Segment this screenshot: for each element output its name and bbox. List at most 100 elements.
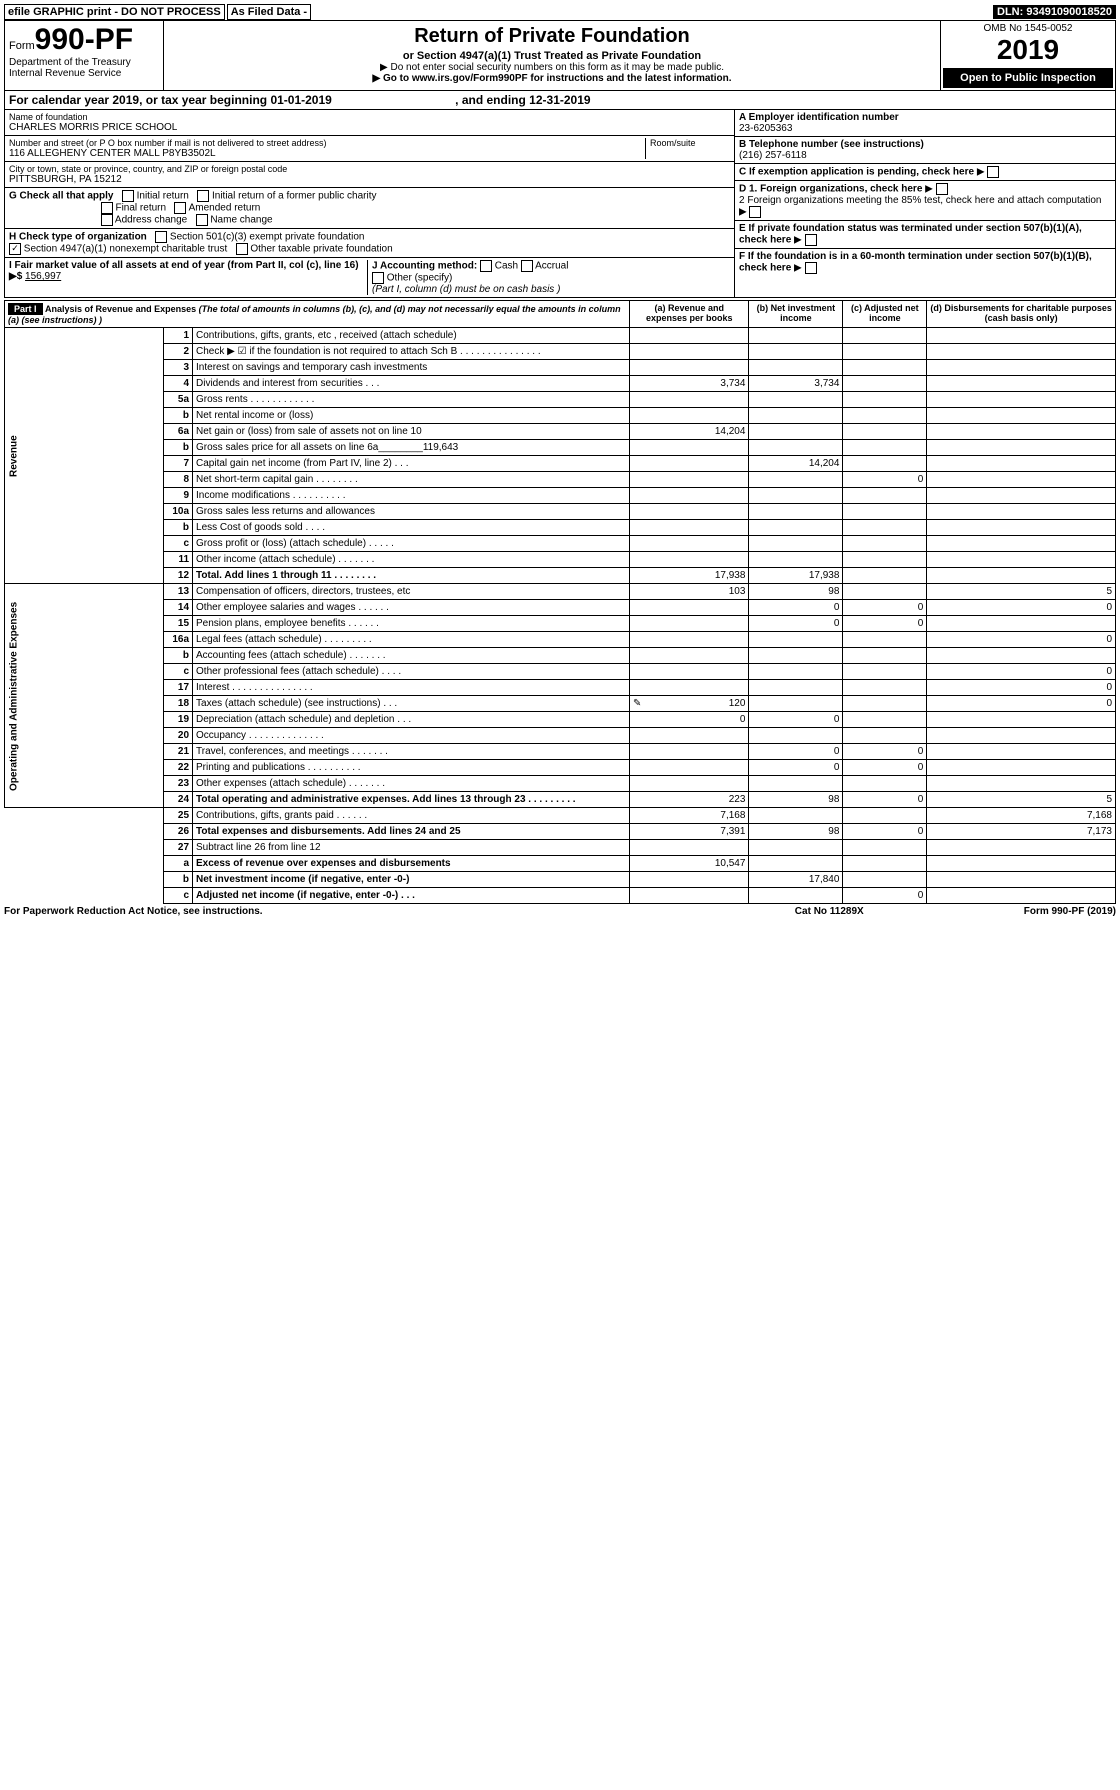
cell-dv: 0 bbox=[927, 664, 1116, 680]
cell-dv bbox=[927, 536, 1116, 552]
cell-dv bbox=[927, 408, 1116, 424]
cell-c bbox=[843, 568, 927, 584]
cell-dv: 5 bbox=[927, 584, 1116, 600]
cell-b bbox=[749, 344, 843, 360]
omb-label: OMB No 1545-0052 bbox=[943, 23, 1113, 34]
cell-b: 0 bbox=[749, 616, 843, 632]
cell-b bbox=[749, 424, 843, 440]
row-desc: Taxes (attach schedule) (see instruction… bbox=[193, 696, 630, 712]
row-num: 15 bbox=[164, 616, 193, 632]
row-num: 5a bbox=[164, 392, 193, 408]
ein-label: A Employer identification number bbox=[739, 112, 899, 123]
row-desc: Other income (attach schedule) . . . . .… bbox=[193, 552, 630, 568]
row-desc: Contributions, gifts, grants, etc , rece… bbox=[193, 328, 630, 344]
cell-dv bbox=[927, 488, 1116, 504]
row-desc: Net short-term capital gain . . . . . . … bbox=[193, 472, 630, 488]
cell-b bbox=[749, 392, 843, 408]
cell-a bbox=[630, 760, 749, 776]
row-num: 8 bbox=[164, 472, 193, 488]
cell-b bbox=[749, 808, 843, 824]
g6-check[interactable] bbox=[196, 214, 208, 226]
cell-a bbox=[630, 664, 749, 680]
ein-value: 23-6205363 bbox=[739, 123, 792, 134]
h1-check[interactable] bbox=[155, 231, 167, 243]
footer-left: For Paperwork Reduction Act Notice, see … bbox=[4, 906, 263, 917]
g3-check[interactable] bbox=[101, 202, 113, 214]
cell-c bbox=[843, 552, 927, 568]
cell-c bbox=[843, 728, 927, 744]
cell-dv bbox=[927, 616, 1116, 632]
h2-check[interactable]: ✓ bbox=[9, 243, 21, 255]
cell-c bbox=[843, 424, 927, 440]
asfiled-label: As Filed Data - bbox=[227, 4, 311, 20]
cell-c bbox=[843, 376, 927, 392]
row-desc: Subtract line 26 from line 12 bbox=[193, 840, 630, 856]
cell-a bbox=[630, 360, 749, 376]
dln-label: DLN: 93491090018520 bbox=[993, 5, 1116, 19]
row-desc: Printing and publications . . . . . . . … bbox=[193, 760, 630, 776]
cell-a bbox=[630, 600, 749, 616]
cell-c: 0 bbox=[843, 472, 927, 488]
row-desc: Net investment income (if negative, ente… bbox=[193, 872, 630, 888]
cell-a bbox=[630, 456, 749, 472]
d-label: D 1. Foreign organizations, check here bbox=[739, 184, 922, 195]
cell-dv: 5 bbox=[927, 792, 1116, 808]
cell-a bbox=[630, 680, 749, 696]
row-num: 19 bbox=[164, 712, 193, 728]
efile-label: efile GRAPHIC print - DO NOT PROCESS bbox=[4, 4, 225, 20]
room-label: Room/suite bbox=[645, 138, 730, 159]
row-num: b bbox=[164, 408, 193, 424]
cell-dv bbox=[927, 760, 1116, 776]
c-label: C If exemption application is pending, c… bbox=[739, 167, 974, 178]
e-check[interactable] bbox=[805, 234, 817, 246]
cell-c: 0 bbox=[843, 744, 927, 760]
row-num: a bbox=[164, 856, 193, 872]
form-note2: ▶ Go to www.irs.gov/Form990PF for instru… bbox=[372, 73, 731, 84]
h3-check[interactable] bbox=[236, 243, 248, 255]
cell-a bbox=[630, 728, 749, 744]
row-num: 26 bbox=[164, 824, 193, 840]
cell-b bbox=[749, 888, 843, 904]
j2-check[interactable] bbox=[521, 260, 533, 272]
c-check[interactable] bbox=[987, 166, 999, 178]
d2-check[interactable] bbox=[749, 206, 761, 218]
e-label: E If private foundation status was termi… bbox=[739, 223, 1082, 246]
g5-check[interactable] bbox=[101, 214, 113, 226]
row-desc: Compensation of officers, directors, tru… bbox=[193, 584, 630, 600]
cell-a: 0 bbox=[630, 712, 749, 728]
cell-dv: 0 bbox=[927, 600, 1116, 616]
row-num: 17 bbox=[164, 680, 193, 696]
cal-begin: For calendar year 2019, or tax year begi… bbox=[9, 93, 332, 107]
cell-c bbox=[843, 648, 927, 664]
cell-c bbox=[843, 664, 927, 680]
j1-check[interactable] bbox=[480, 260, 492, 272]
cell-a: ✎120 bbox=[630, 696, 749, 712]
g2-check[interactable] bbox=[197, 190, 209, 202]
part1-table: Part I Analysis of Revenue and Expenses … bbox=[4, 300, 1116, 904]
row-desc: Other employee salaries and wages . . . … bbox=[193, 600, 630, 616]
cell-dv bbox=[927, 872, 1116, 888]
j3-check[interactable] bbox=[372, 272, 384, 284]
f-check[interactable] bbox=[805, 262, 817, 274]
d1-check[interactable] bbox=[936, 183, 948, 195]
row-num: 4 bbox=[164, 376, 193, 392]
j-label: J Accounting method: bbox=[372, 261, 477, 272]
cell-c bbox=[843, 328, 927, 344]
form-note1: ▶ Do not enter social security numbers o… bbox=[166, 62, 938, 73]
page-footer: For Paperwork Reduction Act Notice, see … bbox=[4, 904, 1116, 919]
cell-b: 98 bbox=[749, 792, 843, 808]
irs-label: Internal Revenue Service bbox=[9, 68, 159, 79]
row-desc: Occupancy . . . . . . . . . . . . . . bbox=[193, 728, 630, 744]
cell-b bbox=[749, 648, 843, 664]
row-num: 7 bbox=[164, 456, 193, 472]
cell-dv bbox=[927, 728, 1116, 744]
cell-a: 7,391 bbox=[630, 824, 749, 840]
cell-dv bbox=[927, 424, 1116, 440]
g1-check[interactable] bbox=[122, 190, 134, 202]
name-label: Name of foundation bbox=[9, 112, 730, 122]
cell-dv bbox=[927, 456, 1116, 472]
cell-b: 0 bbox=[749, 744, 843, 760]
g4-check[interactable] bbox=[174, 202, 186, 214]
row-num: 22 bbox=[164, 760, 193, 776]
cell-a bbox=[630, 888, 749, 904]
